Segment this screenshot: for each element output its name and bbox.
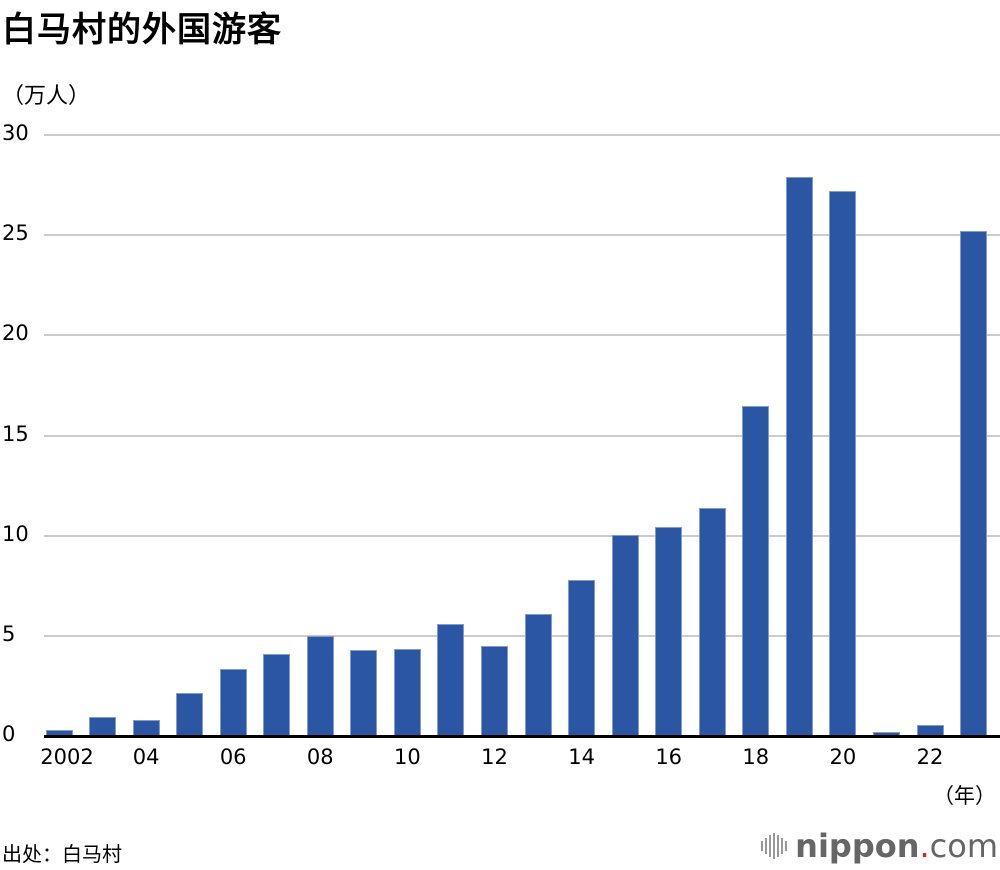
bar-2009 bbox=[350, 649, 378, 736]
bar-2021 bbox=[872, 731, 900, 736]
bar-2019 bbox=[785, 177, 813, 736]
gridline bbox=[44, 334, 1000, 337]
bar-2002 bbox=[45, 729, 73, 736]
bar-2013 bbox=[524, 613, 552, 736]
y-tick-label: 15 bbox=[2, 421, 29, 446]
x-tick-label: 16 bbox=[655, 745, 683, 769]
bar-2006 bbox=[219, 668, 247, 736]
x-tick-label: 04 bbox=[132, 745, 160, 769]
bar-2005 bbox=[176, 692, 204, 736]
x-tick-label: 10 bbox=[394, 745, 421, 769]
x-tick-label: 06 bbox=[219, 745, 247, 769]
nippon-logo: nippon.com bbox=[761, 827, 998, 865]
y-tick-label: 0 bbox=[2, 722, 16, 746]
bar-2003 bbox=[89, 716, 117, 736]
x-axis-unit-label: （年） bbox=[933, 784, 996, 808]
chart-title: 白马村的外国游客 bbox=[2, 10, 282, 50]
logo-suffix: com bbox=[929, 827, 998, 865]
y-axis-unit-label: （万人） bbox=[2, 84, 91, 109]
x-tick-label: 20 bbox=[829, 745, 857, 769]
bar-2022 bbox=[916, 724, 944, 736]
bar-2014 bbox=[568, 579, 596, 736]
source-note: 出处：白马村 bbox=[2, 842, 122, 866]
logo-main: nippon bbox=[795, 827, 920, 865]
bar-2010 bbox=[393, 648, 421, 736]
gridline bbox=[44, 434, 1000, 437]
y-tick-label: 25 bbox=[2, 221, 29, 246]
y-tick-label: 10 bbox=[2, 521, 29, 546]
bar-2023 bbox=[960, 231, 988, 736]
x-tick-label: 2002 bbox=[40, 745, 94, 769]
bar-2008 bbox=[306, 635, 334, 736]
gridline bbox=[44, 634, 1000, 637]
y-tick-label: 20 bbox=[2, 321, 29, 346]
x-tick-label: 12 bbox=[481, 745, 508, 769]
gridline bbox=[44, 234, 1000, 237]
y-tick-label: 5 bbox=[2, 621, 16, 646]
bar-2004 bbox=[132, 719, 160, 736]
bar-2011 bbox=[437, 623, 465, 736]
x-axis-line bbox=[44, 735, 1000, 738]
x-tick-label: 18 bbox=[742, 745, 770, 769]
sound-wave-icon bbox=[761, 832, 788, 860]
logo-dot: . bbox=[919, 827, 930, 865]
bar-2016 bbox=[655, 526, 683, 736]
gridline bbox=[44, 534, 1000, 537]
x-tick-label: 14 bbox=[568, 745, 595, 769]
gridline bbox=[44, 134, 1000, 136]
x-tick-label: 08 bbox=[306, 745, 334, 769]
y-tick-label: 30 bbox=[2, 121, 29, 145]
bar-2012 bbox=[481, 645, 508, 736]
bar-2020 bbox=[829, 191, 857, 736]
bar-2017 bbox=[698, 507, 726, 736]
bar-2007 bbox=[263, 653, 291, 736]
x-tick-label: 22 bbox=[916, 745, 944, 769]
bar-2018 bbox=[742, 406, 770, 736]
bar-2015 bbox=[611, 534, 639, 736]
